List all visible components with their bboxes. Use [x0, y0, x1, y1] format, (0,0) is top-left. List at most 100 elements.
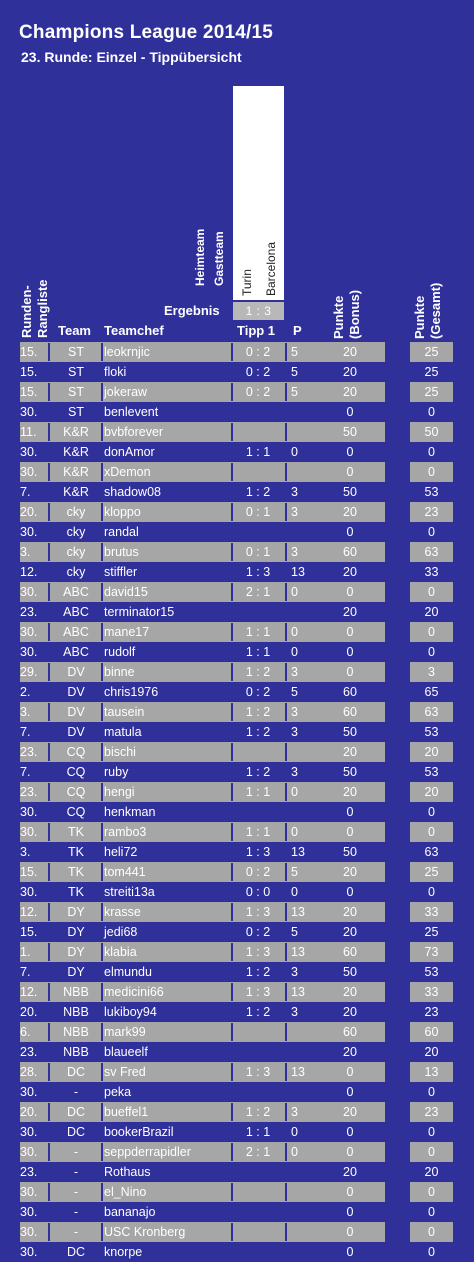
row-background: [20, 1202, 285, 1222]
p-cell: 13: [291, 565, 305, 579]
punkte-gesamt-cell: 25: [424, 385, 439, 399]
teamchef-cell: david15: [104, 585, 148, 599]
table-row: 7. DV matula 1 : 2 3 50 53: [0, 722, 474, 742]
column-separator: [101, 543, 103, 561]
tipp-cell: 1 : 1: [245, 445, 271, 459]
row-background: [410, 442, 453, 462]
row-background: [410, 1162, 453, 1182]
punkte-bonus-cell: 20: [343, 925, 357, 939]
row-background: [410, 1122, 453, 1142]
row-background: [20, 762, 285, 782]
punkte-bonus-cell: 20: [343, 865, 357, 879]
row-background: [20, 502, 285, 522]
row-background: [285, 562, 385, 582]
rank-cell: 7.: [20, 965, 31, 979]
tipp-cell: 0 : 0: [245, 885, 271, 899]
column-separator: [285, 683, 287, 701]
punkte-gesamt-cell: 0: [428, 885, 435, 899]
row-background: [285, 502, 385, 522]
row-background: [410, 882, 453, 902]
tipp-cell: 1 : 1: [245, 645, 271, 659]
p-cell: 3: [291, 505, 298, 519]
page-subtitle: 23. Runde: Einzel - Tippübersicht: [21, 49, 242, 65]
tipp-cell: 1 : 1: [245, 1125, 271, 1139]
column-separator: [285, 803, 287, 821]
rank-cell: 30.: [20, 1145, 38, 1159]
row-background: [285, 422, 385, 442]
tipp-header: Tipp 1: [237, 323, 276, 338]
row-background: [285, 602, 385, 622]
teamchef-cell: bueffel1: [104, 1105, 149, 1119]
row-background: [410, 1082, 453, 1102]
table-row: 30. ABC rudolf 1 : 1 0 0 0: [0, 642, 474, 662]
p-cell: 0: [291, 585, 298, 599]
teamchef-cell: Rothaus: [104, 1165, 151, 1179]
row-background: [285, 402, 385, 422]
team-cell: ST: [68, 345, 84, 359]
column-separator: [231, 1043, 233, 1061]
ergebnis-label: Ergebnis: [164, 303, 220, 318]
column-separator: [48, 643, 50, 661]
column-separator: [285, 963, 287, 981]
rank-cell: 23.: [20, 745, 38, 759]
column-separator: [231, 1023, 233, 1041]
column-separator: [48, 1243, 50, 1261]
tipp-cell: 1 : 3: [245, 845, 271, 859]
p-cell: 5: [291, 365, 298, 379]
punkte-gesamt-cell: 0: [428, 805, 435, 819]
rank-cell: 7.: [20, 725, 31, 739]
row-background: [20, 642, 285, 662]
column-separator: [48, 823, 50, 841]
row-background: [20, 1022, 285, 1042]
teamchef-cell: el_Nino: [104, 1185, 147, 1199]
teamchef-cell: heli72: [104, 845, 138, 859]
column-separator: [231, 803, 233, 821]
column-separator: [101, 823, 103, 841]
rank-cell: 30.: [20, 465, 38, 479]
punkte-bonus-cell: 20: [343, 985, 357, 999]
column-separator: [101, 803, 103, 821]
punkte-gesamt-cell: 23: [424, 1105, 439, 1119]
teamchef-cell: matula: [104, 725, 142, 739]
teamchef-cell: shadow08: [104, 485, 161, 499]
row-background: [20, 1122, 285, 1142]
column-separator: [285, 583, 287, 601]
rank-cell: 30.: [20, 1085, 38, 1099]
punkte-bonus-text: Punkte (Bonus): [331, 289, 362, 339]
column-separator: [231, 1123, 233, 1141]
home-team-label: Turin: [240, 269, 254, 296]
column-separator: [231, 683, 233, 701]
column-separator: [285, 523, 287, 541]
column-separator: [48, 503, 50, 521]
tipp-cell: 1 : 2: [245, 705, 271, 719]
teamchef-cell: mark99: [104, 1025, 146, 1039]
column-separator: [48, 983, 50, 1001]
row-background: [20, 942, 285, 962]
punkte-bonus-cell: 20: [343, 505, 357, 519]
team-cell: -: [73, 1205, 79, 1219]
column-separator: [101, 1123, 103, 1141]
rank-cell: 30.: [20, 1225, 38, 1239]
row-background: [285, 462, 385, 482]
column-separator: [48, 923, 50, 941]
p-cell: 3: [291, 725, 298, 739]
table-row: 7. CQ ruby 1 : 2 3 50 53: [0, 762, 474, 782]
table-row: 30. K&R donAmor 1 : 1 0 0 0: [0, 442, 474, 462]
team-cell: K&R: [63, 485, 89, 499]
row-background: [20, 382, 285, 402]
column-separator: [48, 383, 50, 401]
runden-rangliste-text: Runden-Rangliste: [19, 279, 50, 338]
column-separator: [231, 363, 233, 381]
column-separator: [231, 1183, 233, 1201]
row-background: [285, 1122, 385, 1142]
p-cell: 13: [291, 845, 305, 859]
punkte-gesamt-cell: 0: [428, 625, 435, 639]
row-background: [20, 1242, 285, 1262]
teamchef-cell: streiti13a: [104, 885, 155, 899]
team-cell: DV: [67, 685, 85, 699]
teamchef-cell: ruby: [104, 765, 129, 779]
teamchef-cell: peka: [104, 1085, 132, 1099]
rank-cell: 15.: [20, 385, 38, 399]
p-cell: 3: [291, 965, 298, 979]
punkte-gesamt-cell: 0: [428, 405, 435, 419]
